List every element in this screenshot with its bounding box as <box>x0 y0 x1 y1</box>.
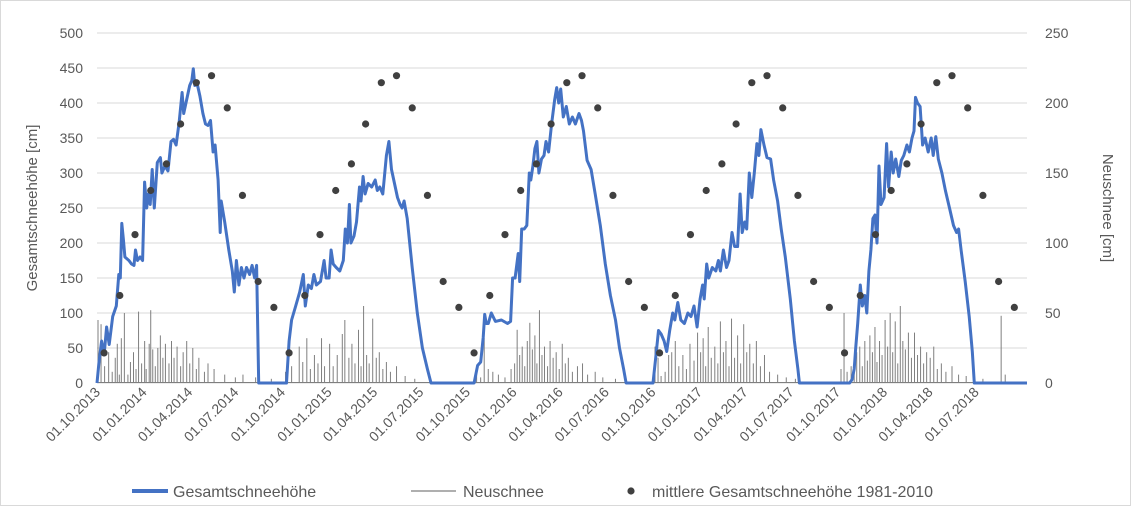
mittel-marker <box>116 291 124 300</box>
mittel-marker <box>486 291 494 300</box>
mittel-marker <box>563 79 571 87</box>
legend: Gesamtschneehöhe Neuschnee mittlere Gesa… <box>132 484 933 501</box>
mittel-marker <box>840 349 849 357</box>
mittel-marker <box>223 104 231 112</box>
y-axis-left-ticks: 0 50 100 150 200 250 300 350 400 450 500 <box>60 25 84 391</box>
y-axis-left-title: Gesamtschneehöhe [cm] <box>24 125 41 292</box>
y-right-tick-label: 200 <box>1045 95 1069 111</box>
mittel-marker <box>825 303 833 311</box>
mittel-marker <box>301 291 309 300</box>
mittel-marker <box>392 72 401 80</box>
y-left-tick-label: 0 <box>75 375 83 391</box>
gridlines <box>97 32 1027 384</box>
mittel-marker <box>547 120 555 128</box>
mittel-marker <box>702 186 710 195</box>
gesamtschneehoehe-line <box>95 67 1027 385</box>
mittel-marker <box>147 186 155 195</box>
y-left-tick-label: 50 <box>67 340 83 356</box>
mittel-marker <box>763 72 771 80</box>
mittel-marker <box>655 349 664 357</box>
mittel-marker <box>377 79 385 87</box>
mittel-marker <box>671 291 679 300</box>
y-axis-right-title: Neuschnee [cm] <box>1099 154 1116 262</box>
mittel-marker <box>748 79 756 87</box>
mittlere-gesamtschneehoehe-series <box>100 72 1018 357</box>
mittel-marker <box>578 72 586 80</box>
mittel-marker <box>640 303 648 311</box>
y-left-tick-label: 400 <box>60 95 84 111</box>
mittel-marker <box>995 277 1003 286</box>
y-right-tick-label: 150 <box>1045 165 1069 181</box>
mittel-marker <box>316 231 324 239</box>
mittel-marker <box>270 303 278 311</box>
mittel-marker <box>501 231 509 239</box>
mittel-marker <box>131 231 139 239</box>
mittel-marker <box>871 231 880 239</box>
mittel-marker <box>732 120 740 128</box>
mittel-marker <box>100 349 108 357</box>
y-left-tick-label: 250 <box>60 200 84 216</box>
mittel-marker <box>948 72 956 80</box>
mittel-marker <box>917 120 925 128</box>
gesamtschneehoehe-series <box>95 67 1027 385</box>
mittel-marker <box>332 186 340 195</box>
mittel-marker <box>423 191 432 199</box>
mittel-marker <box>609 191 617 199</box>
mittel-marker <box>455 303 463 311</box>
mittel-marker <box>532 160 541 168</box>
y-left-tick-label: 200 <box>60 235 84 251</box>
y-right-tick-label: 100 <box>1045 235 1069 251</box>
mittel-marker <box>933 79 941 87</box>
mittel-marker <box>964 104 972 112</box>
mittel-marker <box>254 277 262 286</box>
mittel-marker <box>903 160 911 168</box>
mittel-marker <box>177 120 185 128</box>
mittel-marker <box>718 160 726 168</box>
y-left-tick-label: 500 <box>60 25 84 41</box>
mittel-marker <box>347 160 356 168</box>
mittel-marker <box>1010 303 1018 311</box>
mittel-marker <box>810 277 818 286</box>
y-left-tick-label: 350 <box>60 130 84 146</box>
mittel-marker <box>517 186 525 195</box>
legend-label-mittlere: mittlere Gesamtschneehöhe 1981-2010 <box>652 484 933 501</box>
y-right-tick-label: 0 <box>1045 375 1053 391</box>
mittel-marker <box>162 160 171 168</box>
mittel-marker <box>285 349 293 357</box>
mittel-marker <box>362 120 370 128</box>
mittel-marker <box>779 104 787 112</box>
legend-label-neuschnee: Neuschnee <box>463 484 544 501</box>
mittel-marker <box>979 191 987 199</box>
y-left-tick-label: 450 <box>60 60 84 76</box>
mittel-marker <box>794 191 802 199</box>
mittel-marker <box>594 104 602 112</box>
y-right-tick-label: 50 <box>1045 305 1061 321</box>
y-left-tick-label: 100 <box>60 305 84 321</box>
mittel-marker <box>887 186 895 195</box>
mittel-marker <box>470 349 478 357</box>
mittel-marker <box>686 231 695 239</box>
y-axis-right-ticks: 0 50 100 150 200 250 <box>1045 25 1069 391</box>
y-left-tick-label: 150 <box>60 270 84 286</box>
y-left-tick-label: 300 <box>60 165 84 181</box>
mittel-marker <box>856 291 864 300</box>
mittel-marker <box>207 72 216 80</box>
y-right-tick-label: 250 <box>1045 25 1069 41</box>
mittel-marker <box>192 79 200 87</box>
x-axis-ticks: 01.10.201301.01.201401.04.201401.07.2014… <box>42 384 982 445</box>
mittel-marker <box>408 104 416 112</box>
legend-label-gesamtschneehoehe: Gesamtschneehöhe <box>173 484 316 501</box>
neuschnee-series <box>97 306 1027 383</box>
mittel-marker <box>625 277 633 286</box>
mittel-marker <box>439 277 447 286</box>
legend-swatch-mittlere <box>627 487 635 495</box>
mittel-marker <box>238 191 247 199</box>
